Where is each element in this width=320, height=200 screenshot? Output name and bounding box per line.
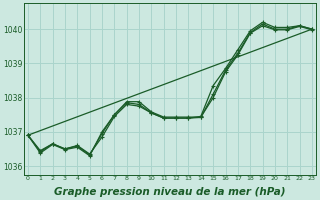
X-axis label: Graphe pression niveau de la mer (hPa): Graphe pression niveau de la mer (hPa): [54, 187, 286, 197]
